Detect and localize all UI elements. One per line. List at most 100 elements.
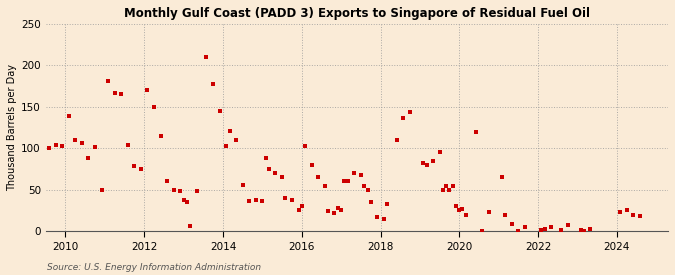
Point xyxy=(185,224,196,228)
Point xyxy=(578,229,589,233)
Point xyxy=(418,161,429,165)
Point xyxy=(27,88,38,92)
Point xyxy=(57,144,68,148)
Point xyxy=(496,175,507,180)
Point xyxy=(221,144,232,148)
Point xyxy=(319,183,330,188)
Point xyxy=(208,82,219,87)
Point xyxy=(339,179,350,184)
Point xyxy=(136,167,146,171)
Point xyxy=(470,130,481,135)
Point xyxy=(329,211,340,215)
Point xyxy=(539,227,550,232)
Point xyxy=(441,183,452,188)
Point xyxy=(270,171,281,175)
Point xyxy=(63,114,74,118)
Point xyxy=(349,171,360,175)
Point xyxy=(215,109,225,113)
Point xyxy=(231,138,242,142)
Point xyxy=(76,141,87,145)
Point xyxy=(90,144,101,149)
Point xyxy=(191,189,202,194)
Point xyxy=(437,188,448,192)
Point xyxy=(427,158,438,163)
Point xyxy=(398,116,409,121)
Point xyxy=(545,225,556,229)
Point xyxy=(286,197,297,202)
Point xyxy=(277,175,288,180)
Point xyxy=(148,104,159,109)
Point xyxy=(451,204,462,208)
Point xyxy=(500,212,511,217)
Point xyxy=(257,199,268,204)
Point xyxy=(201,55,212,59)
Point xyxy=(585,227,596,232)
Point xyxy=(342,179,353,184)
Point xyxy=(34,86,45,91)
Point xyxy=(520,225,531,229)
Point xyxy=(562,223,573,227)
Point xyxy=(454,208,464,213)
Point xyxy=(378,216,389,221)
Point xyxy=(313,175,324,180)
Point xyxy=(296,204,307,208)
Point xyxy=(306,163,317,167)
Point xyxy=(70,138,81,142)
Point xyxy=(356,173,367,177)
Point xyxy=(264,167,275,171)
Point xyxy=(244,199,254,204)
Point xyxy=(460,212,471,217)
Point xyxy=(238,183,248,187)
Point xyxy=(457,207,468,211)
Point xyxy=(444,188,455,192)
Point xyxy=(513,229,524,233)
Point xyxy=(575,228,586,232)
Point xyxy=(116,92,127,97)
Point xyxy=(421,163,432,167)
Point xyxy=(109,90,120,95)
Point xyxy=(161,178,172,183)
Title: Monthly Gulf Coast (PADD 3) Exports to Singapore of Residual Fuel Oil: Monthly Gulf Coast (PADD 3) Exports to S… xyxy=(124,7,590,20)
Point xyxy=(615,210,626,214)
Point xyxy=(483,210,494,214)
Point xyxy=(182,200,192,204)
Point xyxy=(621,208,632,213)
Point xyxy=(536,228,547,232)
Point xyxy=(43,146,54,150)
Point xyxy=(260,156,271,160)
Point xyxy=(362,188,373,192)
Point xyxy=(300,144,310,148)
Point xyxy=(335,208,346,213)
Point xyxy=(405,109,416,114)
Point xyxy=(155,134,166,138)
Point xyxy=(448,183,458,188)
Point xyxy=(97,188,107,192)
Point xyxy=(628,212,639,217)
Point xyxy=(83,156,94,160)
Point xyxy=(365,200,376,204)
Point xyxy=(333,206,344,210)
Point xyxy=(103,79,113,83)
Point xyxy=(556,228,566,232)
Point xyxy=(175,189,186,194)
Point xyxy=(323,209,333,213)
Point xyxy=(224,129,235,133)
Y-axis label: Thousand Barrels per Day: Thousand Barrels per Day xyxy=(7,64,17,191)
Point xyxy=(372,215,383,219)
Text: Source: U.S. Energy Information Administration: Source: U.S. Energy Information Administ… xyxy=(47,263,261,272)
Point xyxy=(506,221,517,226)
Point xyxy=(477,229,487,233)
Point xyxy=(50,143,61,147)
Point xyxy=(122,143,133,147)
Point xyxy=(293,208,304,213)
Point xyxy=(634,214,645,218)
Point xyxy=(250,197,261,202)
Point xyxy=(358,183,369,188)
Point xyxy=(168,188,179,192)
Point xyxy=(434,150,445,155)
Point xyxy=(382,202,393,206)
Point xyxy=(178,198,189,203)
Point xyxy=(280,196,291,200)
Point xyxy=(392,138,402,142)
Point xyxy=(129,164,140,169)
